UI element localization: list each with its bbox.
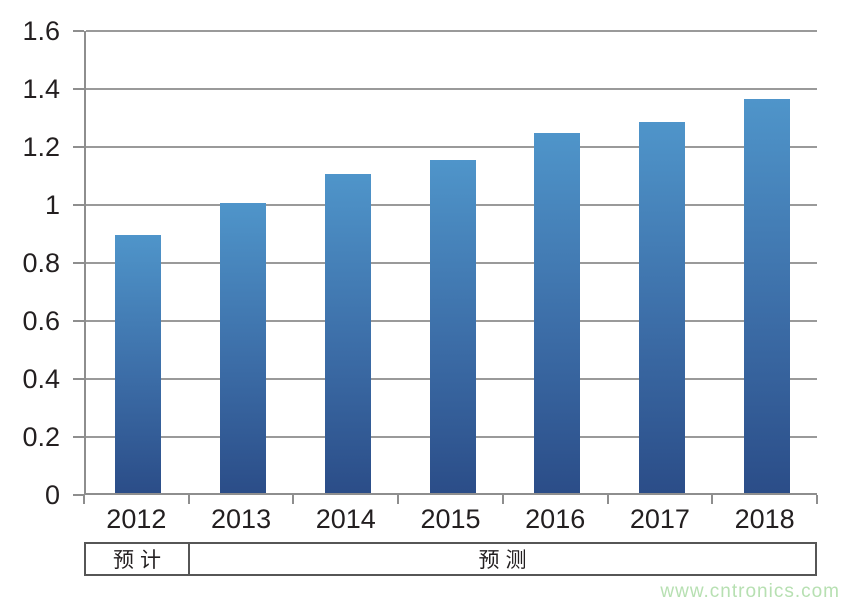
gridline	[86, 88, 817, 90]
y-axis-tick	[73, 436, 84, 438]
y-axis-label: 0.4	[22, 364, 60, 394]
x-axis-tick	[397, 495, 400, 504]
y-axis-label: 0	[44, 480, 60, 510]
y-axis-tick	[73, 204, 84, 206]
bar-2016	[534, 133, 581, 493]
y-axis-label: 1.6	[22, 16, 60, 46]
y-axis-tick	[73, 262, 84, 264]
annotation-box-forecast: 预测	[188, 542, 817, 576]
bar-2018	[743, 98, 790, 493]
y-axis-label: 0.2	[22, 422, 60, 452]
bar-2012	[115, 234, 162, 493]
x-axis-label-2014: 2014	[315, 504, 376, 534]
watermark: www.cntronics.com	[660, 581, 840, 602]
annotation-label-forecast: 预测	[478, 549, 533, 572]
x-axis-tick	[187, 495, 190, 504]
annotation-box-estimate: 预计	[84, 542, 190, 576]
annotation-label-estimate: 预计	[113, 549, 167, 572]
y-axis-tick	[73, 146, 84, 148]
y-axis-tick	[73, 320, 84, 322]
bar-2015	[429, 159, 476, 493]
gridline	[86, 30, 817, 32]
gridline	[86, 146, 817, 148]
x-axis-tick	[711, 495, 714, 504]
x-axis-tick	[816, 495, 818, 504]
bar-2014	[324, 174, 371, 493]
y-axis-label: 0.8	[22, 248, 60, 278]
x-axis-label-2012: 2012	[106, 504, 167, 534]
y-axis-tick	[73, 378, 84, 380]
x-axis-tick	[501, 495, 504, 504]
plot-area	[84, 30, 817, 495]
x-axis-label-2018: 2018	[734, 504, 795, 534]
x-axis-tick	[83, 495, 85, 504]
y-axis-label: 0.6	[22, 306, 60, 336]
y-axis-tick	[73, 30, 84, 32]
x-axis-label-2016: 2016	[525, 504, 586, 534]
y-axis-label: 1.4	[22, 74, 60, 104]
x-axis-label-2015: 2015	[420, 504, 481, 534]
y-axis-tick	[73, 494, 84, 496]
y-axis-tick	[73, 88, 84, 90]
x-axis-label-2017: 2017	[629, 504, 690, 534]
x-axis-tick	[292, 495, 295, 504]
y-axis-label: 1.2	[22, 132, 60, 162]
y-axis-label: 1	[44, 190, 60, 220]
x-axis-tick	[606, 495, 609, 504]
bar-2017	[638, 121, 685, 493]
x-axis-label-2013: 2013	[211, 504, 272, 534]
bar-2013	[220, 203, 267, 493]
